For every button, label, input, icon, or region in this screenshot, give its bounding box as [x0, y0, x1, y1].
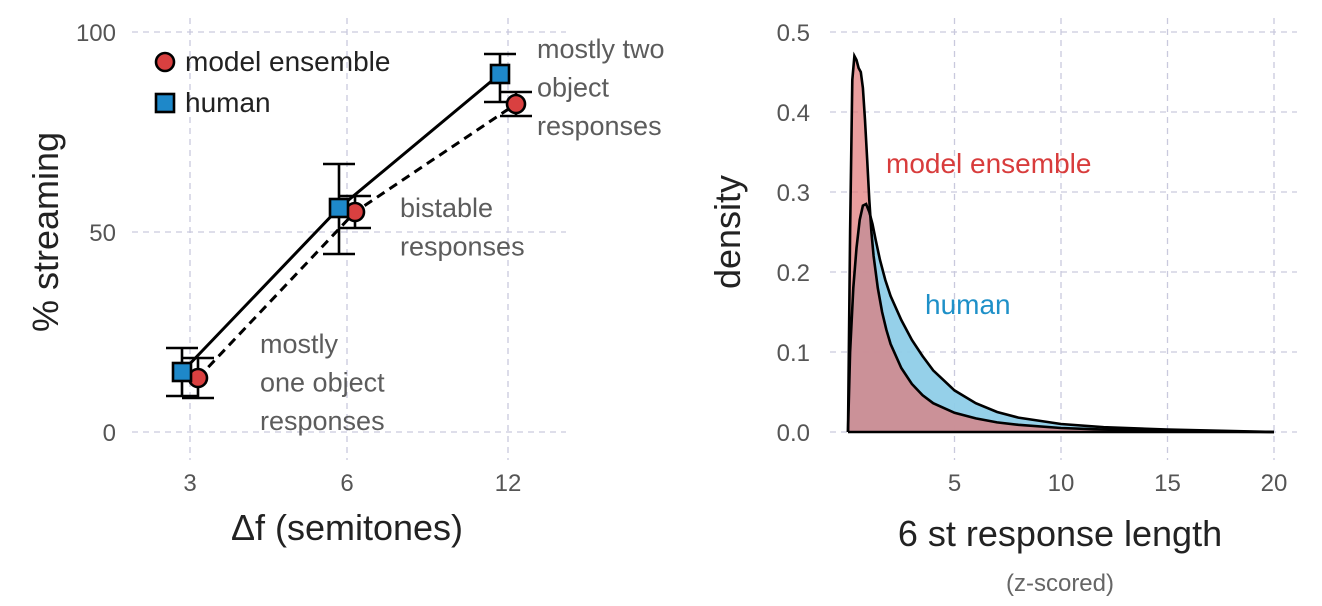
annotation-line: responses: [260, 406, 385, 436]
y-tick-label: 100: [76, 20, 116, 47]
legend-model-label: model ensemble: [185, 46, 390, 77]
human-line: [180, 72, 501, 374]
human-density-line: [846, 202, 1275, 434]
y-tick-label: 0.5: [777, 20, 810, 47]
x-tick-label: 15: [1154, 470, 1181, 497]
x-tick-label: 20: [1261, 470, 1288, 497]
x-tick-label: 6: [340, 470, 353, 497]
x-tick-label: 12: [495, 470, 522, 497]
y-tick-label: 0.4: [777, 100, 810, 127]
x-tick-label: 5: [948, 470, 961, 497]
y-tick-label: 0.0: [777, 420, 810, 447]
annotation-line: responses: [537, 111, 662, 141]
x-tick-label: 10: [1048, 470, 1075, 497]
y-tick-label: 50: [89, 220, 116, 247]
x-axis-title: 6 st response length: [898, 513, 1222, 554]
y-tick-label: 0.2: [777, 260, 810, 287]
x-axis-subtitle: (z-scored): [1006, 570, 1114, 597]
human-point: [328, 197, 350, 219]
human-point: [171, 361, 193, 383]
y-tick-label: 0.1: [777, 340, 810, 367]
human-label: human: [925, 289, 1011, 320]
annotation-line: mostly two: [537, 34, 665, 64]
legend-human-label: human: [185, 87, 271, 118]
y-axis-title: density: [707, 175, 748, 289]
model-ensemble-label: model ensemble: [886, 148, 1091, 179]
x-axis-title: Δf (semitones): [231, 507, 463, 548]
model-ensemble-density-line: [846, 51, 1275, 434]
annotation-line: bistable: [400, 193, 493, 223]
annotation-line: responses: [400, 232, 525, 262]
density-panel: 0.0 0.1 0.2 0.3 0.4 0.5 5 10 15 20 6 st response l…: [707, 18, 1297, 597]
x-tick-label: 3: [183, 470, 196, 497]
legend-model-marker: [154, 51, 176, 73]
model-ensemble-density-area: [848, 56, 1274, 432]
annotation-line: one object: [260, 368, 385, 398]
model-ensemble-point: [505, 93, 527, 115]
y-axis-title: % streaming: [25, 132, 66, 332]
annotation-line: mostly: [260, 329, 339, 359]
streaming-panel: 0 50 100 3 6 12 Δf (semitones) % streaming model…: [25, 18, 665, 548]
y-tick-label: 0: [103, 420, 116, 447]
annotation-line: object: [537, 73, 610, 103]
human-point: [489, 63, 511, 85]
legend-human-marker: [154, 92, 176, 114]
y-tick-label: 0.3: [777, 180, 810, 207]
